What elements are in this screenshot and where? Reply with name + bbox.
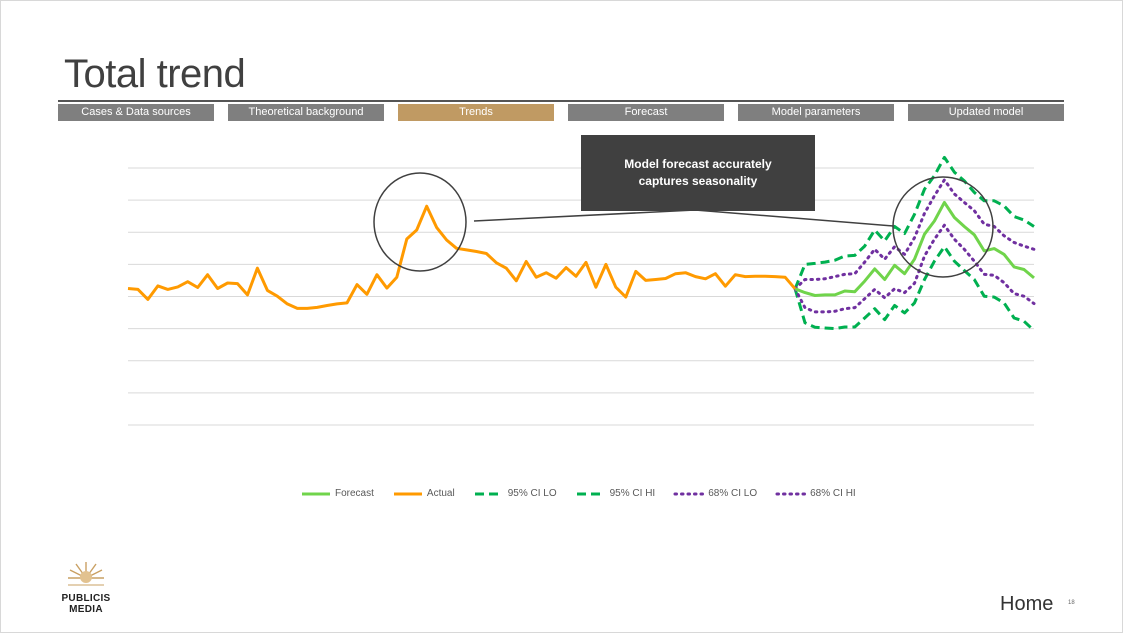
legend-item: 68% CI HI [775, 488, 856, 499]
legend-label: Actual [426, 488, 455, 499]
callout-box: Model forecast accurately captures season… [581, 135, 815, 211]
callout-connector-right [694, 209, 894, 227]
logo-line-2: MEDIA [69, 604, 103, 615]
series-line-68-ci-lo [793, 223, 1036, 314]
sun-emblem-icon [68, 562, 104, 586]
tab-cases-data-sources[interactable]: Cases & Data sources [58, 104, 214, 121]
legend-item: 95% CI HI [575, 488, 656, 499]
legend-swatch-icon [576, 492, 605, 495]
publicis-media-logo: PUBLICIS MEDIA [56, 560, 116, 615]
series-line-actual [127, 204, 797, 310]
title-divider [58, 100, 1064, 102]
series-line-forecast [794, 200, 1035, 297]
tab-updated-model[interactable]: Updated model [908, 104, 1064, 121]
page-title: Total trend [64, 52, 246, 96]
series-line-95-ci-lo [793, 245, 1036, 332]
callout-line-1: Model forecast accurately [624, 157, 772, 171]
legend-label: 68% CI HI [810, 488, 856, 499]
legend-item: 68% CI LO [673, 488, 757, 499]
legend-swatch-icon [673, 492, 705, 495]
series-line-68-ci-hi [793, 178, 1036, 291]
tab-trends[interactable]: Trends [398, 104, 554, 121]
tab-theoretical-background[interactable]: Theoretical background [228, 104, 384, 121]
legend-label: 95% CI HI [609, 488, 656, 499]
legend-item: Forecast [300, 488, 374, 499]
logo-line-1: PUBLICIS [61, 593, 111, 604]
legend-swatch-icon [393, 492, 422, 495]
chart-legend: Forecast Actual 95% CI LO 95% CI HI 68% CI L… [300, 488, 874, 499]
legend-label: 95% CI LO [507, 488, 557, 499]
annotation-circle-forecast-peak [892, 176, 994, 278]
tab-forecast[interactable]: Forecast [568, 104, 724, 121]
home-link[interactable]: Home [1000, 593, 1054, 615]
legend-item: Actual [392, 488, 455, 499]
legend-label: 68% CI LO [708, 488, 758, 499]
legend-swatch-icon [775, 492, 807, 495]
legend-label: Forecast [335, 488, 374, 499]
callout-connector-left [473, 209, 696, 222]
page-number: 18 [1068, 600, 1075, 606]
legend-swatch-icon [474, 492, 503, 495]
series-line-95-ci-hi [793, 155, 1035, 290]
tab-model-parameters[interactable]: Model parameters [738, 104, 894, 121]
annotation-circle-actual-peak [373, 172, 467, 272]
callout-line-2: captures seasonality [638, 174, 758, 188]
legend-swatch-icon [302, 492, 330, 495]
legend-item: 95% CI LO [473, 488, 557, 499]
